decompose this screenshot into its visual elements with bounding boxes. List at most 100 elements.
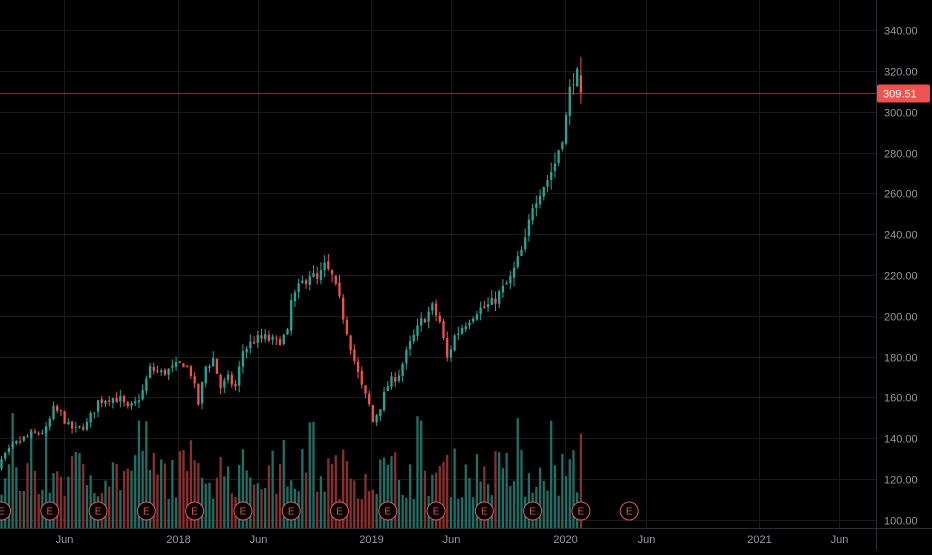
- candle[interactable]: [167, 368, 170, 381]
- candle[interactable]: [148, 362, 152, 379]
- candle[interactable]: [267, 330, 271, 343]
- candle[interactable]: [438, 311, 441, 324]
- candle[interactable]: [82, 423, 85, 431]
- candle[interactable]: [204, 365, 207, 388]
- time-axis[interactable]: 17Jun2018Jun2019Jun2020Jun2021Jun: [0, 528, 932, 547]
- candle[interactable]: [553, 152, 557, 178]
- candle[interactable]: [561, 141, 564, 152]
- candle[interactable]: [111, 397, 115, 409]
- candle[interactable]: [501, 279, 505, 299]
- candle[interactable]: [249, 334, 252, 354]
- candle[interactable]: [33, 428, 37, 434]
- earnings-badge[interactable]: E: [329, 501, 349, 521]
- candle[interactable]: [241, 344, 245, 374]
- candle[interactable]: [37, 431, 40, 436]
- candle[interactable]: [256, 330, 259, 348]
- candle[interactable]: [475, 310, 479, 322]
- candle[interactable]: [152, 362, 155, 375]
- candle[interactable]: [208, 364, 211, 373]
- candle[interactable]: [264, 329, 267, 343]
- candle[interactable]: [15, 440, 18, 446]
- candle[interactable]: [18, 436, 22, 445]
- candle[interactable]: [535, 195, 538, 217]
- earnings-badge[interactable]: E: [0, 501, 12, 521]
- candle[interactable]: [557, 149, 560, 167]
- candle[interactable]: [293, 289, 297, 308]
- candle[interactable]: [382, 387, 386, 413]
- candle[interactable]: [119, 389, 122, 408]
- candle[interactable]: [4, 452, 7, 462]
- candle[interactable]: [96, 400, 100, 418]
- candle[interactable]: [230, 371, 233, 388]
- candle[interactable]: [282, 333, 285, 346]
- candle[interactable]: [375, 413, 378, 427]
- earnings-badge[interactable]: E: [523, 501, 543, 521]
- candle[interactable]: [260, 328, 263, 343]
- candle[interactable]: [408, 335, 412, 357]
- candle[interactable]: [290, 293, 293, 336]
- candle[interactable]: [137, 394, 141, 409]
- candle[interactable]: [379, 409, 382, 422]
- candle[interactable]: [215, 358, 219, 374]
- earnings-badge[interactable]: E: [474, 501, 494, 521]
- candle[interactable]: [59, 409, 63, 417]
- candle[interactable]: [238, 360, 241, 393]
- candle[interactable]: [564, 111, 568, 146]
- candle[interactable]: [349, 334, 352, 355]
- candle[interactable]: [271, 334, 274, 345]
- candle[interactable]: [568, 79, 571, 126]
- candle[interactable]: [286, 327, 289, 336]
- candle[interactable]: [141, 384, 144, 401]
- candle[interactable]: [420, 312, 423, 332]
- candle[interactable]: [319, 262, 323, 285]
- candle[interactable]: [275, 335, 278, 345]
- candle[interactable]: [360, 366, 363, 389]
- candle[interactable]: [431, 301, 434, 316]
- candle[interactable]: [394, 372, 397, 387]
- candle[interactable]: [44, 421, 48, 437]
- candle[interactable]: [223, 377, 226, 394]
- candle[interactable]: [460, 324, 464, 335]
- candle[interactable]: [494, 291, 497, 312]
- candle[interactable]: [186, 364, 189, 368]
- candle[interactable]: [516, 251, 519, 269]
- candle[interactable]: [572, 72, 575, 95]
- candle[interactable]: [386, 381, 389, 392]
- candle[interactable]: [30, 430, 33, 440]
- candle[interactable]: [89, 410, 92, 428]
- candle[interactable]: [397, 370, 401, 383]
- earnings-badge[interactable]: E: [233, 501, 253, 521]
- candle[interactable]: [70, 420, 74, 434]
- candle[interactable]: [104, 399, 107, 408]
- candle[interactable]: [301, 275, 304, 284]
- candle[interactable]: [193, 371, 196, 389]
- candle[interactable]: [345, 316, 349, 336]
- candle[interactable]: [356, 357, 360, 379]
- candle[interactable]: [126, 400, 129, 409]
- candle[interactable]: [509, 270, 512, 290]
- candle[interactable]: [498, 289, 501, 308]
- candle[interactable]: [524, 228, 527, 253]
- candle[interactable]: [486, 297, 490, 312]
- candle[interactable]: [308, 270, 311, 291]
- candle[interactable]: [212, 351, 215, 367]
- candle[interactable]: [338, 274, 341, 299]
- candle[interactable]: [122, 394, 126, 407]
- earnings-badge[interactable]: E: [426, 501, 446, 521]
- candle[interactable]: [401, 362, 404, 383]
- candle[interactable]: [93, 412, 96, 419]
- candle[interactable]: [171, 359, 174, 373]
- candle[interactable]: [174, 356, 178, 371]
- candle[interactable]: [576, 66, 579, 87]
- candle[interactable]: [48, 415, 51, 431]
- candle[interactable]: [330, 269, 334, 283]
- candle[interactable]: [316, 266, 319, 285]
- candlesticks[interactable]: [0, 56, 583, 494]
- candle[interactable]: [226, 370, 230, 384]
- candle[interactable]: [145, 375, 148, 395]
- earnings-badge[interactable]: E: [619, 501, 639, 521]
- candle[interactable]: [312, 265, 315, 278]
- candle[interactable]: [252, 336, 256, 345]
